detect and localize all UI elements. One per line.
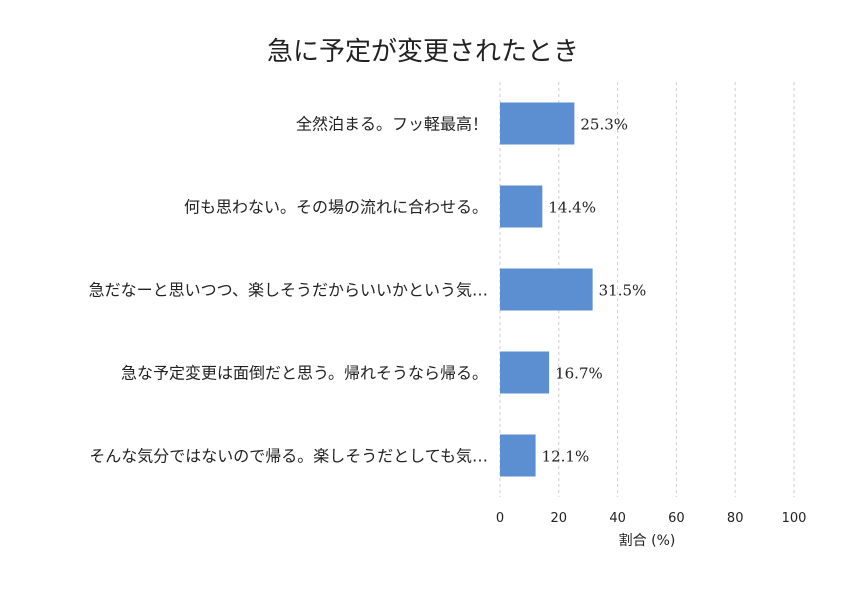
bar bbox=[500, 268, 593, 311]
bar bbox=[500, 434, 536, 477]
bar-value-label: 12.1% bbox=[542, 448, 590, 466]
x-tick-label: 0 bbox=[496, 511, 504, 526]
category-label: そんな気分ではないので帰る。楽しそうだとしても気… bbox=[89, 447, 488, 466]
bar-value-label: 31.5% bbox=[599, 282, 647, 300]
bar-value-label: 25.3% bbox=[580, 116, 628, 134]
bar bbox=[500, 351, 550, 394]
category-labels: 全然泊まる。フッ軽最高！ 何も思わない。その場の流れに合わせる。急だなーと思いつつ… bbox=[89, 115, 488, 466]
x-tick-label: 80 bbox=[727, 511, 744, 526]
x-axis-title: 割合 (%) bbox=[619, 532, 676, 549]
category-label: 急だなーと思いつつ、楽しそうだからいいかという気… bbox=[89, 281, 488, 300]
value-labels: 25.3% 14.4% 31.5% 16.7% 12.1% bbox=[542, 116, 647, 466]
bar bbox=[500, 185, 543, 228]
chart-title: 急に予定が変更されたとき bbox=[267, 37, 579, 67]
x-tick-label: 100 bbox=[782, 511, 807, 526]
x-tick-label: 40 bbox=[609, 511, 626, 526]
x-tick-label: 20 bbox=[551, 511, 568, 526]
x-tick-label: 60 bbox=[668, 511, 685, 526]
bar bbox=[500, 102, 575, 145]
bars bbox=[500, 102, 593, 477]
x-axis-ticks: 0 20 40 60 80 100 bbox=[496, 511, 807, 526]
category-label: 何も思わない。その場の流れに合わせる。 bbox=[184, 198, 488, 217]
category-label: 全然泊まる。フッ軽最高！ bbox=[296, 115, 488, 134]
bar-value-label: 16.7% bbox=[555, 365, 603, 383]
category-label: 急な予定変更は面倒だと思う。帰れそうなら帰る。 bbox=[121, 364, 488, 383]
bar-value-label: 14.4% bbox=[548, 199, 596, 217]
